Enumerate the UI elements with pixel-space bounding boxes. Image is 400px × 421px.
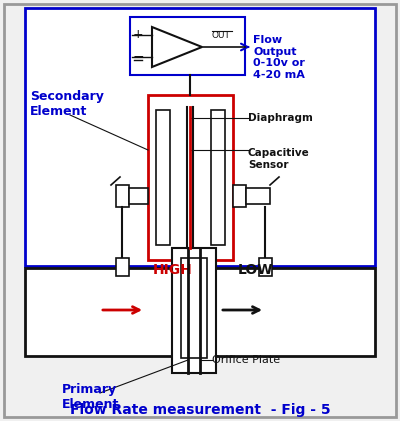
Bar (156, 110, 170, 245)
Bar (25, 268, 375, 356)
Text: Primary
Element: Primary Element (62, 383, 119, 411)
Bar (25, 8, 375, 266)
Bar (116, 185, 129, 207)
Text: Secondary
Element: Secondary Element (30, 90, 104, 118)
Bar (181, 258, 207, 358)
Text: HIGH: HIGH (153, 263, 193, 277)
Text: Flow Rate measurement  - Fig - 5: Flow Rate measurement - Fig - 5 (70, 403, 330, 417)
Bar (130, 17, 245, 75)
Text: Diaphragm: Diaphragm (248, 113, 313, 123)
Text: Orifice Plate: Orifice Plate (212, 355, 280, 365)
Text: LOW: LOW (238, 263, 274, 277)
Bar (259, 258, 272, 276)
Bar (211, 110, 225, 245)
Text: Flow
Output
0-10v or
4-20 mA: Flow Output 0-10v or 4-20 mA (253, 35, 305, 80)
Bar (246, 188, 270, 204)
Bar (116, 258, 129, 276)
Text: +: + (133, 29, 143, 42)
Bar (172, 248, 216, 373)
Bar (233, 185, 246, 207)
Text: Capacitive
Sensor: Capacitive Sensor (248, 148, 310, 170)
Text: −: − (132, 50, 144, 64)
Bar (148, 95, 233, 260)
Bar (129, 188, 148, 204)
Text: OUT: OUT (212, 30, 231, 40)
